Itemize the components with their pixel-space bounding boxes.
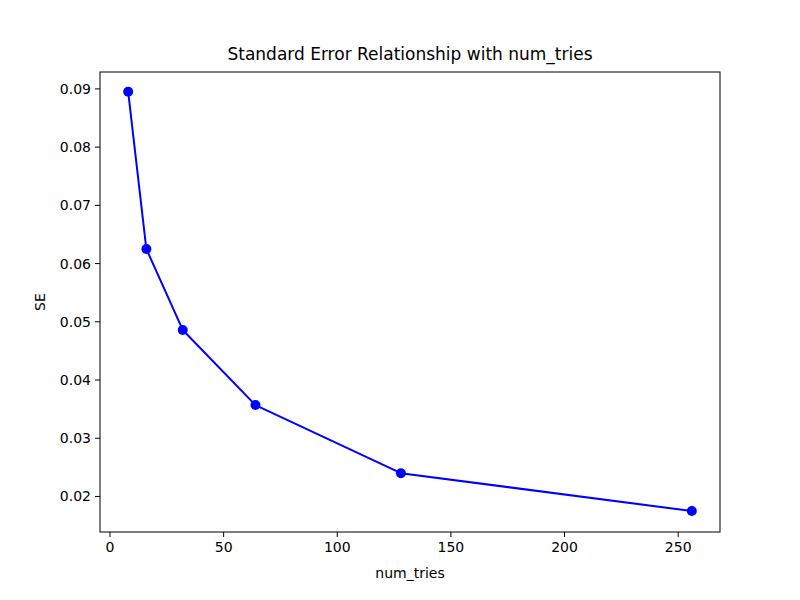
- x-tick-label: 250: [665, 539, 692, 555]
- y-tick-label: 0.05: [60, 314, 91, 330]
- y-tick-label: 0.09: [60, 81, 91, 97]
- line-chart: 0 50 100 150 200 250 0.02 0.03 0.04 0.05 0.06 0.07…: [0, 0, 800, 600]
- y-tick-label: 0.07: [60, 197, 91, 213]
- x-axis-label: num_tries: [375, 565, 444, 581]
- y-tick-label: 0.08: [60, 139, 91, 155]
- y-tick-label: 0.06: [60, 256, 91, 272]
- x-tick-label: 100: [324, 539, 351, 555]
- y-tick-label: 0.04: [60, 372, 91, 388]
- y-tick-label: 0.02: [60, 488, 91, 504]
- x-tick-label: 0: [106, 539, 115, 555]
- data-point: [250, 400, 260, 410]
- x-tick-label: 50: [215, 539, 233, 555]
- data-point: [178, 325, 188, 335]
- y-tick-label: 0.03: [60, 430, 91, 446]
- x-axis-ticks: 0 50 100 150 200 250: [106, 532, 692, 555]
- y-axis-ticks: 0.02 0.03 0.04 0.05 0.06 0.07 0.08 0.09: [60, 81, 100, 505]
- chart-title: Standard Error Relationship with num_tri…: [227, 44, 592, 65]
- data-point: [687, 506, 697, 516]
- y-axis-label: SE: [32, 293, 48, 311]
- data-point: [141, 244, 151, 254]
- figure: 0 50 100 150 200 250 0.02 0.03 0.04 0.05 0.06 0.07…: [0, 0, 800, 600]
- plot-area: [100, 72, 720, 532]
- x-tick-label: 150: [438, 539, 465, 555]
- data-point: [396, 468, 406, 478]
- x-tick-label: 200: [551, 539, 578, 555]
- data-point: [123, 87, 133, 97]
